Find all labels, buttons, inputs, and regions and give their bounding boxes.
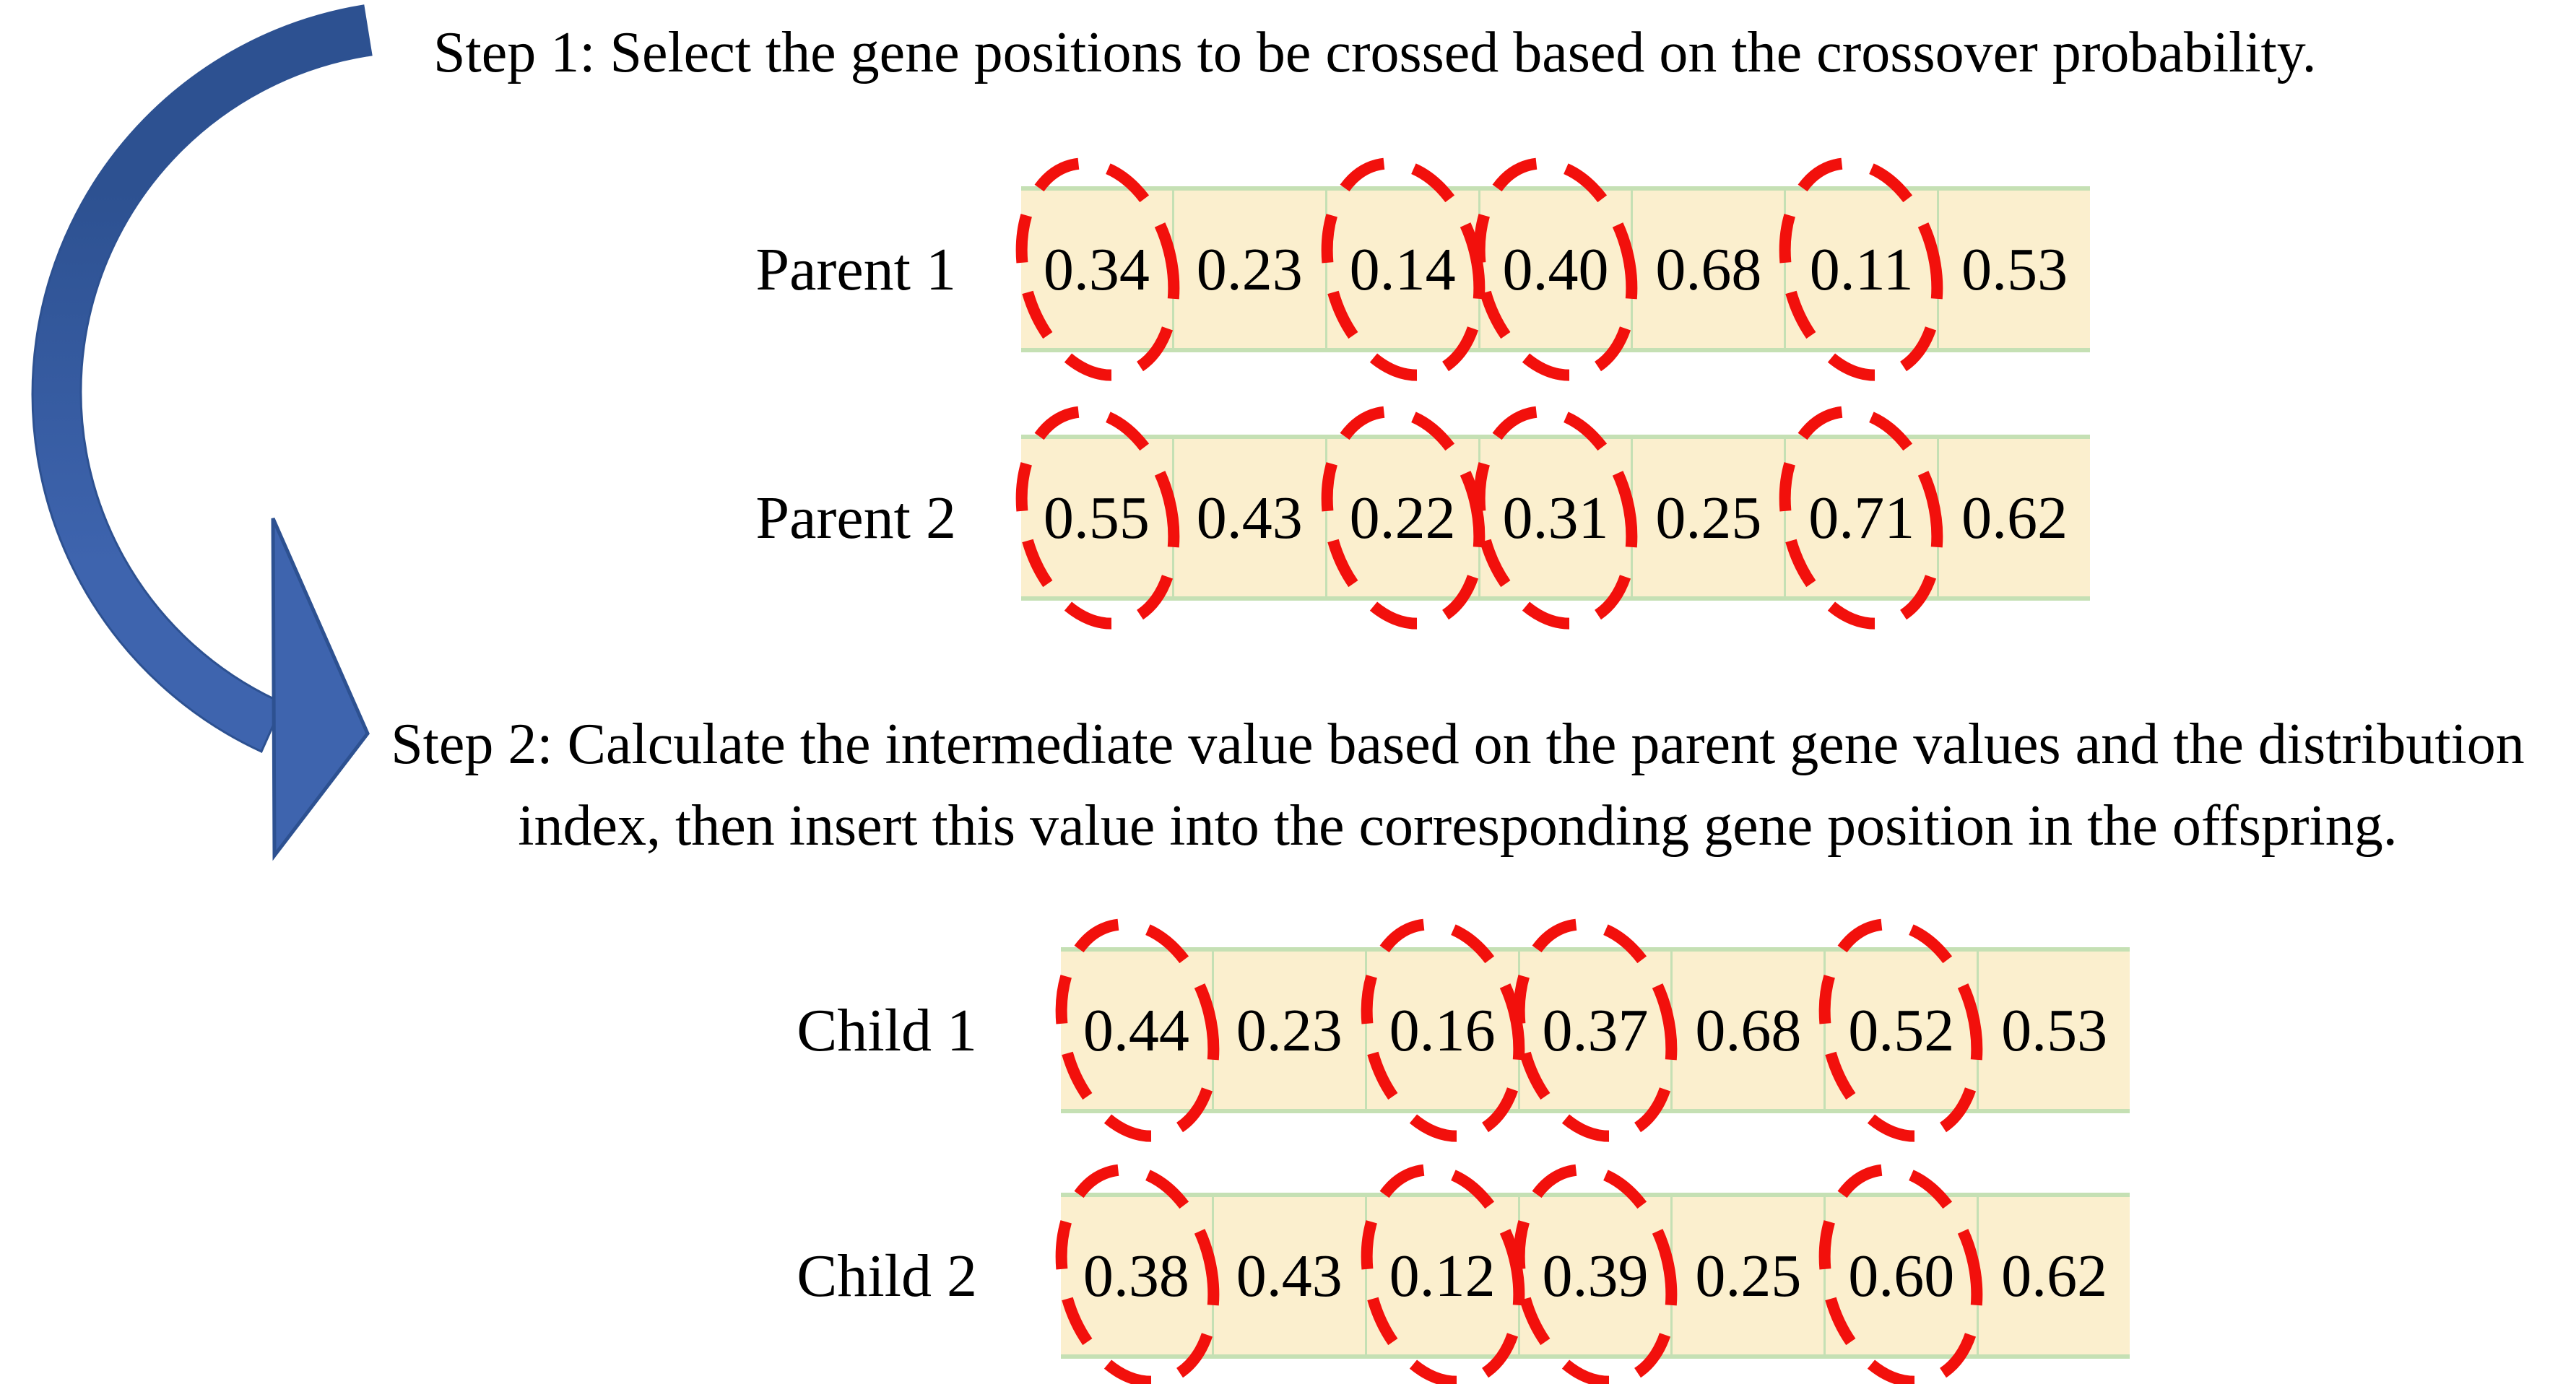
gene-row-child-2: 0.38 0.43 0.12 0.39 0.25 0.60 0.62 xyxy=(1061,1193,2130,1359)
gene-cell: 0.62 xyxy=(1937,439,2090,596)
step2-caption-line2: index, then insert this value into the c… xyxy=(518,794,2398,858)
gene-cell: 0.60 xyxy=(1823,1197,1977,1354)
gene-cell: 0.68 xyxy=(1670,952,1823,1109)
gene-cell: 0.52 xyxy=(1823,952,1977,1109)
row-label-child-1: Child 1 xyxy=(797,996,977,1064)
gene-cell: 0.31 xyxy=(1478,439,1631,596)
gene-cell: 0.43 xyxy=(1171,439,1325,596)
gene-cell: 0.23 xyxy=(1211,952,1365,1109)
gene-cell: 0.44 xyxy=(1083,996,1189,1064)
gene-cell: 0.25 xyxy=(1670,1197,1823,1354)
gene-cell: 0.37 xyxy=(1517,952,1671,1109)
gene-row-child-1: 0.44 0.23 0.16 0.37 0.68 0.52 0.53 xyxy=(1061,947,2130,1113)
gene-cell: 0.25 xyxy=(1631,439,1784,596)
step2-caption-line1: Step 2: Calculate the intermediate value… xyxy=(391,713,2525,776)
gene-cell: 0.53 xyxy=(1937,191,2090,348)
arrow-band xyxy=(31,4,373,753)
gene-row-parent-1: 0.34 0.23 0.14 0.40 0.68 0.11 0.53 xyxy=(1021,186,2090,352)
curved-flow-arrow-icon xyxy=(31,4,373,861)
gene-cell: 0.53 xyxy=(1977,952,2130,1109)
row-label-parent-2: Parent 2 xyxy=(755,484,956,552)
gene-cell: 0.14 xyxy=(1324,191,1478,348)
gene-cell: 0.68 xyxy=(1631,191,1784,348)
gene-cell: 0.16 xyxy=(1364,952,1518,1109)
gene-cell: 0.38 xyxy=(1083,1242,1189,1310)
gene-cell: 0.40 xyxy=(1478,191,1631,348)
row-label-parent-1: Parent 1 xyxy=(755,235,956,303)
gene-cell: 0.34 xyxy=(1043,235,1150,303)
gene-cell: 0.11 xyxy=(1784,191,1937,348)
gene-cell: 0.22 xyxy=(1324,439,1478,596)
step1-caption: Step 1: Select the gene positions to be … xyxy=(433,21,2317,84)
gene-cell: 0.55 xyxy=(1043,484,1150,552)
gene-cell: 0.62 xyxy=(1977,1197,2130,1354)
step2-caption: Step 2: Calculate the intermediate value… xyxy=(339,704,2576,867)
gene-cell: 0.12 xyxy=(1364,1197,1518,1354)
gene-cell: 0.71 xyxy=(1784,439,1937,596)
row-label-child-2: Child 2 xyxy=(797,1242,977,1310)
gene-row-parent-2: 0.55 0.43 0.22 0.31 0.25 0.71 0.62 xyxy=(1021,435,2090,601)
gene-cell: 0.43 xyxy=(1211,1197,1365,1354)
gene-cell: 0.23 xyxy=(1171,191,1325,348)
arrow-head xyxy=(271,517,370,861)
gene-cell: 0.39 xyxy=(1517,1197,1671,1354)
